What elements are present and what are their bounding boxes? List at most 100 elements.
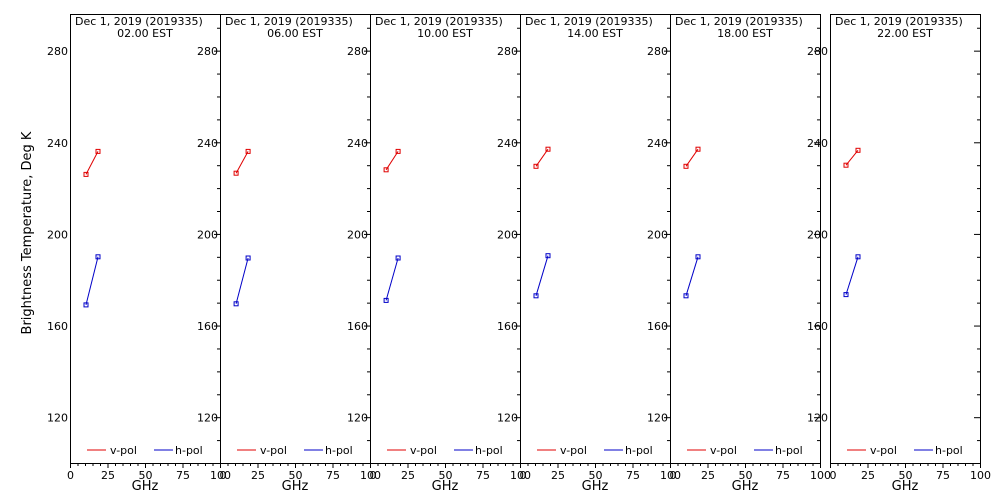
legend-label-v-pol: v-pol <box>560 444 587 457</box>
y-tick-label: 200 <box>197 228 218 241</box>
panel-title-date: Dec 1, 2019 (2019335) <box>375 15 503 28</box>
panel-title-time: 02.00 EST <box>117 27 173 40</box>
x-axis-title: GHz <box>892 479 919 494</box>
x-tick-label: 100 <box>360 469 381 482</box>
panel-frame <box>670 14 821 464</box>
panel-title-date: Dec 1, 2019 (2019335) <box>675 15 803 28</box>
panel-3: Dec 1, 2019 (2019335)10.00 EST 120 160 200 2… <box>347 14 531 494</box>
data-point-h-pol <box>395 255 401 261</box>
data-point-v-pol <box>233 170 239 176</box>
x-axis-title: GHz <box>582 479 609 494</box>
data-point-h-pol <box>683 293 689 299</box>
data-point-h-pol <box>533 293 539 299</box>
data-point-v-pol <box>395 148 401 154</box>
y-tick-label: 280 <box>47 45 68 58</box>
y-tick-label: 280 <box>647 45 668 58</box>
legend-label-h-pol: h-pol <box>625 444 653 457</box>
x-tick-label: 50 <box>899 469 913 482</box>
legend-label-h-pol: h-pol <box>775 444 803 457</box>
x-tick-label: 50 <box>289 469 303 482</box>
panel-5: Dec 1, 2019 (2019335)18.00 EST 120 160 200 2… <box>647 14 831 494</box>
series-line-h-pol <box>85 256 99 306</box>
panel-frame <box>830 14 981 464</box>
data-point-v-pol <box>383 167 389 173</box>
data-point-h-pol <box>245 255 251 261</box>
x-tick-label: 100 <box>210 469 231 482</box>
panel-2: Dec 1, 2019 (2019335)06.00 EST 120 160 200 2… <box>197 14 381 494</box>
y-tick-label: 240 <box>347 137 368 150</box>
series-line-v-pol <box>535 148 549 167</box>
y-tick-label: 120 <box>197 412 218 425</box>
panel-title-time: 18.00 EST <box>717 27 773 40</box>
x-tick-label: 25 <box>861 469 875 482</box>
x-tick-label: 0 <box>220 469 227 482</box>
y-tick-label: 120 <box>47 412 68 425</box>
y-tick-label: 120 <box>647 412 668 425</box>
legend-label-h-pol: h-pol <box>175 444 203 457</box>
legend-label-v-pol: v-pol <box>110 444 137 457</box>
y-tick-label: 120 <box>807 412 828 425</box>
legend-label-v-pol: v-pol <box>870 444 897 457</box>
series-line-v-pol <box>385 151 399 171</box>
x-tick-label: 25 <box>401 469 415 482</box>
y-tick-label: 280 <box>197 45 218 58</box>
data-point-v-pol <box>843 162 849 168</box>
data-point-h-pol <box>383 297 389 303</box>
x-tick-label: 50 <box>439 469 453 482</box>
series-line-v-pol <box>85 151 99 175</box>
y-axis-title: Brightness Temperature, Deg K <box>20 131 35 334</box>
x-tick-label: 0 <box>520 469 527 482</box>
y-tick-label: 120 <box>497 412 518 425</box>
legend-label-h-pol: h-pol <box>325 444 353 457</box>
y-tick-label: 240 <box>47 137 68 150</box>
legend-label-h-pol: h-pol <box>475 444 503 457</box>
x-axis-title: GHz <box>132 479 159 494</box>
x-tick-label: 75 <box>936 469 950 482</box>
x-tick-label: 100 <box>810 469 831 482</box>
legend-label-v-pol: v-pol <box>710 444 737 457</box>
x-tick-label: 75 <box>326 469 340 482</box>
legend-label-h-pol: h-pol <box>935 444 963 457</box>
data-point-v-pol <box>855 147 861 153</box>
y-tick-label: 200 <box>647 228 668 241</box>
y-tick-label: 160 <box>347 320 368 333</box>
x-tick-label: 50 <box>139 469 153 482</box>
x-axis-title: GHz <box>432 479 459 494</box>
panels-group: Dec 1, 2019 (2019335)02.00 EST1201602002… <box>47 14 991 494</box>
y-tick-label: 240 <box>197 137 218 150</box>
x-tick-label: 0 <box>830 469 837 482</box>
data-point-v-pol <box>533 163 539 169</box>
data-point-v-pol <box>83 171 89 177</box>
x-tick-label: 75 <box>626 469 640 482</box>
y-tick-label: 280 <box>347 45 368 58</box>
data-point-v-pol <box>683 163 689 169</box>
panel-title-time: 22.00 EST <box>877 27 933 40</box>
y-tick-label: 200 <box>497 228 518 241</box>
x-tick-label: 75 <box>176 469 190 482</box>
data-point-h-pol <box>95 254 101 260</box>
x-tick-label: 25 <box>101 469 115 482</box>
legend-label-v-pol: v-pol <box>260 444 287 457</box>
y-tick-label: 200 <box>47 228 68 241</box>
x-tick-label: 0 <box>67 469 74 482</box>
legend-label-v-pol: v-pol <box>410 444 437 457</box>
panel-title-date: Dec 1, 2019 (2019335) <box>75 15 203 28</box>
panel-title-time: 10.00 EST <box>417 27 473 40</box>
x-tick-label: 100 <box>510 469 531 482</box>
x-axis-title: GHz <box>732 479 759 494</box>
data-point-h-pol <box>843 292 849 298</box>
data-point-h-pol <box>695 254 701 260</box>
series-line-h-pol <box>535 255 549 296</box>
data-point-h-pol <box>233 301 239 307</box>
y-tick-label: 240 <box>807 137 828 150</box>
y-tick-label: 160 <box>47 320 68 333</box>
panel-title-time: 06.00 EST <box>267 27 323 40</box>
y-tick-label: 120 <box>347 412 368 425</box>
panel-title-date: Dec 1, 2019 (2019335) <box>225 15 353 28</box>
x-tick-label: 0 <box>370 469 377 482</box>
y-tick-label: 160 <box>497 320 518 333</box>
x-tick-label: 100 <box>660 469 681 482</box>
data-point-h-pol <box>545 253 551 259</box>
series-line-h-pol <box>845 256 859 295</box>
